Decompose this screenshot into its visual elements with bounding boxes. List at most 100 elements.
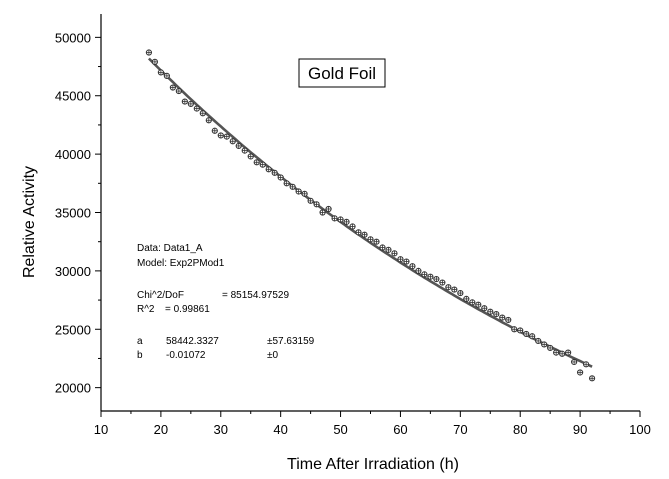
data-point (169, 84, 176, 91)
data-point (325, 205, 332, 213)
data-point (421, 271, 428, 278)
fit-curve (147, 57, 593, 368)
y-axis-label: Relative Activity (21, 166, 38, 278)
data-point (583, 361, 590, 368)
data-point (475, 301, 482, 308)
data-point (487, 308, 494, 315)
data-point (511, 326, 518, 333)
data-point (151, 58, 158, 65)
x-tick-label: 20 (154, 422, 168, 437)
data-point (397, 256, 404, 263)
annotation-r2-label: R^2 (137, 304, 155, 315)
x-ticks: 10 20 30 40 50 60 70 80 90 100 (94, 411, 651, 437)
x-tick-label: 30 (214, 422, 228, 437)
data-point (457, 289, 464, 297)
data-point (385, 246, 392, 253)
data-point (577, 369, 584, 376)
y-tick-label: 50000 (55, 30, 91, 45)
x-tick-label: 90 (573, 422, 587, 437)
data-point (259, 161, 266, 168)
annotation-data: Data: Data1_A (137, 243, 203, 254)
data-point (469, 299, 476, 306)
data-point (181, 98, 188, 105)
y-tick-label: 20000 (55, 381, 91, 396)
annotation-model: Model: Exp2PMod1 (137, 258, 225, 269)
data-point (337, 216, 344, 223)
data-point (277, 174, 284, 181)
x-tick-label: 60 (393, 422, 407, 437)
chart-title-box: Gold Foil (298, 58, 386, 88)
fit-annotation: Data: Data1_A Model: Exp2PMod1 Chi^2/DoF… (137, 243, 315, 361)
x-tick-label: 50 (333, 422, 347, 437)
data-point (355, 229, 362, 236)
y-tick-label: 30000 (55, 264, 91, 279)
x-axis-label: Time After Irradiation (h) (287, 456, 459, 473)
data-point (433, 275, 440, 283)
data-point (409, 263, 416, 270)
data-point (145, 49, 153, 56)
data-point (361, 231, 368, 238)
data-point (529, 333, 536, 340)
data-point (391, 250, 398, 257)
data-point (445, 284, 452, 291)
annotation-a-value: 58442.3327 (166, 336, 219, 347)
data-point (451, 286, 458, 293)
data-point (547, 344, 554, 352)
data-point (523, 330, 530, 338)
data-point (463, 295, 470, 303)
data-point (283, 180, 290, 187)
data-point (343, 218, 350, 225)
data-point (367, 236, 374, 243)
data-point (379, 244, 386, 251)
annotation-r2-value: = 0.99861 (165, 304, 210, 315)
x-tick-label: 10 (94, 422, 108, 437)
data-point (205, 117, 212, 124)
fit-layer (147, 57, 593, 368)
data-point (535, 337, 542, 345)
data-point (349, 223, 356, 230)
data-point (241, 147, 248, 154)
data-point (289, 183, 296, 190)
data-point (415, 267, 422, 274)
data-point (295, 188, 302, 195)
data-point (307, 197, 314, 204)
x-tick-label: 40 (273, 422, 287, 437)
data-point (559, 350, 566, 357)
data-point (588, 375, 596, 382)
data-point (571, 358, 578, 366)
data-point (187, 100, 194, 108)
data-point (481, 305, 488, 312)
data-point (319, 209, 326, 216)
data-point (175, 87, 182, 95)
data-point (247, 153, 254, 160)
data-point (313, 201, 320, 208)
y-tick-label: 35000 (55, 206, 91, 221)
data-point (223, 133, 230, 140)
annotation-chi-label: Chi^2/DoF (137, 290, 184, 301)
data-point (271, 169, 278, 176)
data-point (163, 72, 170, 79)
points-layer (145, 49, 596, 382)
data-point (565, 349, 572, 356)
annotation-b-label: b (137, 350, 143, 361)
x-tick-label: 80 (513, 422, 527, 437)
annotation-a-label: a (137, 336, 143, 347)
data-point (265, 166, 272, 173)
data-point (493, 310, 500, 318)
data-point (505, 316, 512, 324)
data-point (301, 190, 308, 197)
annotation-chi-value: = 85154.97529 (222, 290, 289, 301)
data-point (253, 159, 260, 166)
data-point (229, 138, 236, 145)
chart-title: Gold Foil (308, 64, 376, 83)
annotation-b-error: ±0 (267, 350, 278, 361)
y-ticks: 20000 25000 30000 35000 40000 45000 50000 (55, 30, 101, 396)
data-point (331, 215, 338, 222)
data-point (517, 327, 524, 334)
annotation-a-error: ±57.63159 (267, 336, 315, 347)
data-point (541, 341, 548, 348)
data-point (157, 69, 164, 76)
x-tick-label: 100 (629, 422, 651, 437)
